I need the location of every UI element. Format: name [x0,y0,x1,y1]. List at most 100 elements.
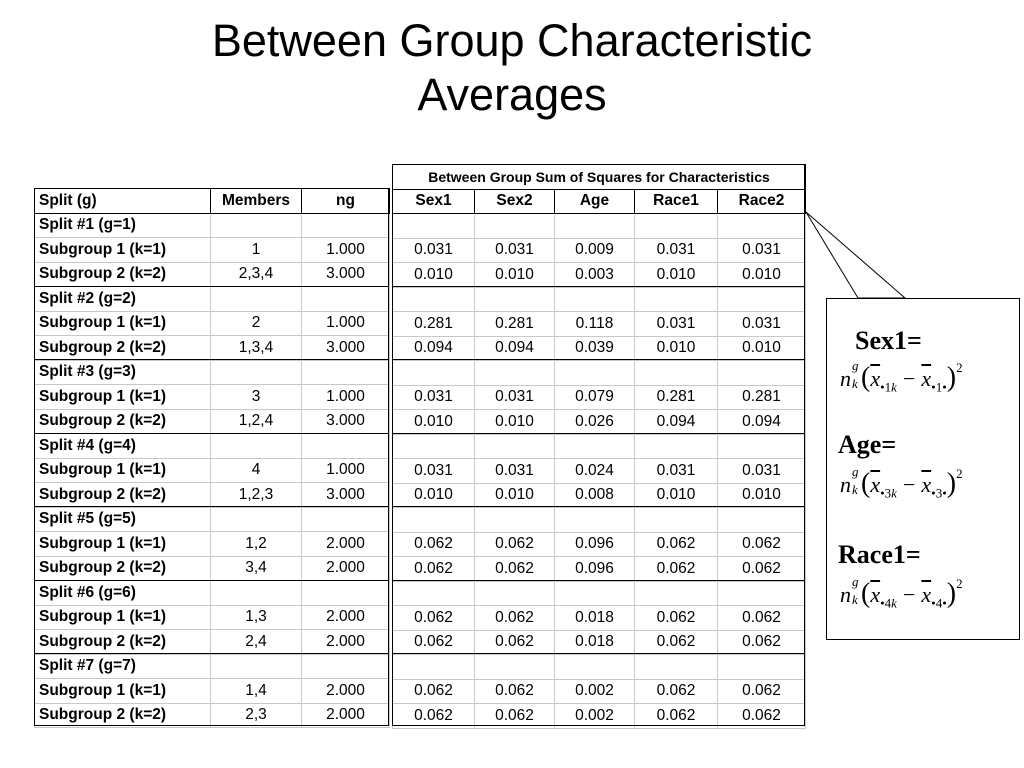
table-cell: 1 [210,237,302,263]
block-separator [392,653,805,654]
table-cell: 0.062 [474,605,555,631]
dot-symbol: • [931,379,936,395]
table-cell: 0.062 [634,703,718,729]
formula-label: Age= [838,430,897,459]
table-cell: 0.031 [474,237,555,263]
subscript-k: k [852,482,858,497]
table-cell: 0.010 [717,262,806,288]
column-header: Race1 [634,188,718,214]
block-separator [34,359,389,360]
close-paren: ) [946,362,957,393]
table-cell: 0.010 [474,409,555,435]
table-cell: 3.000 [301,482,390,508]
square-exponent: 2 [956,576,963,591]
table-cell [554,580,635,606]
table-cell: 0.031 [717,311,806,337]
table-row: Subgroup 2 (k=2) 1,2,3 3.000 [34,482,390,508]
title-line-1: Between Group Characteristic [211,15,813,66]
block-separator [392,432,805,434]
block-separator [34,579,389,581]
table-cell [717,507,806,533]
square-exponent: 2 [956,466,963,481]
minus-sign: − [902,582,916,607]
dot-symbol: • [931,595,936,611]
subscript-k: k [891,595,897,611]
table-row: Split #4 (g=4) [34,433,390,459]
table-cell [474,213,555,239]
table-cell: 1,2,3 [210,482,302,508]
table-cell: 0.031 [717,458,806,484]
table-cell: 0.031 [634,458,718,484]
table-row [392,580,806,606]
table-row: 0.094 0.094 0.039 0.010 0.010 [392,335,806,361]
table-cell: Subgroup 2 (k=2) [34,335,211,361]
table-row: 0.031 0.031 0.009 0.031 0.031 [392,237,806,263]
table-cell: 0.031 [392,237,475,263]
table-cell: 0.002 [554,678,635,704]
formula-label: Sex1= [855,326,922,355]
table-row: Subgroup 2 (k=2) 2,3,4 3.000 [34,261,390,287]
superscript-g: g [852,464,859,479]
table-cell: 0.094 [634,409,718,435]
table-row [392,213,806,239]
table-row: Split #7 (g=7) [34,653,390,679]
table-cell [474,507,555,533]
square-exponent: 2 [956,360,963,375]
table-cell: 0.024 [554,458,635,484]
dot-symbol: • [880,595,885,611]
table-cell: Subgroup 2 (k=2) [34,482,211,508]
index-number: 4 [935,595,943,611]
block-separator [392,579,805,581]
table-cell [392,433,475,459]
table-cell [392,360,475,386]
table-row: 0.010 0.010 0.008 0.010 0.010 [392,482,806,508]
table-cell [554,213,635,239]
table-cell: 0.062 [392,678,475,704]
table-cell: 0.096 [554,531,635,557]
block-separator [34,432,389,434]
table-cell: 1.000 [301,384,390,410]
table-cell [634,507,718,533]
n-symbol: n [840,472,851,497]
minus-sign: − [902,472,916,497]
table-cell: Subgroup 2 (k=2) [34,408,211,434]
close-paren: ) [946,468,957,499]
open-paren: ( [861,468,871,499]
table-cell: 2.000 [301,629,390,655]
table-cell: 0.062 [392,531,475,557]
table-cell: 0.010 [634,262,718,288]
index-number: 3 [884,485,892,501]
table-cell [210,580,302,606]
block-separator [34,506,389,507]
table-row: 0.031 0.031 0.079 0.281 0.281 [392,384,806,410]
table-row: Split #2 (g=2) [34,286,390,312]
title-line-2: Averages [417,69,607,120]
table-cell: 2,3,4 [210,261,302,287]
table-cell: 0.008 [554,482,635,508]
table-cell: 2.000 [301,678,390,704]
table-cell [717,433,806,459]
table-cell: 1,4 [210,678,302,704]
table-row: Subgroup 2 (k=2) 1,3,4 3.000 [34,335,390,361]
table-cell [717,654,806,680]
table-cell: 0.009 [554,237,635,263]
table-row: 0.062 0.062 0.096 0.062 0.062 [392,531,806,557]
table-cell: 0.026 [554,409,635,435]
block-separator [34,653,389,654]
close-paren: ) [946,578,957,609]
table-cell: 0.094 [392,335,475,361]
superscript-g: g [852,574,859,589]
table-cell [474,580,555,606]
n-symbol: n [840,366,851,391]
split-info-table: Split (g) Members ng Split #1 (g=1) Subgroup… [34,188,390,728]
table-cell [301,580,390,606]
x-bar: x [870,582,881,607]
table-cell: 0.281 [474,311,555,337]
table-cell: 0.079 [554,384,635,410]
table-cell: 0.010 [474,262,555,288]
table-row [392,360,806,386]
subscript-k: k [891,485,897,501]
x-bar: x [870,366,881,391]
dot-symbol: • [942,485,947,501]
formula-expression: n g k (x•4k − x•4•)2 [840,574,963,611]
